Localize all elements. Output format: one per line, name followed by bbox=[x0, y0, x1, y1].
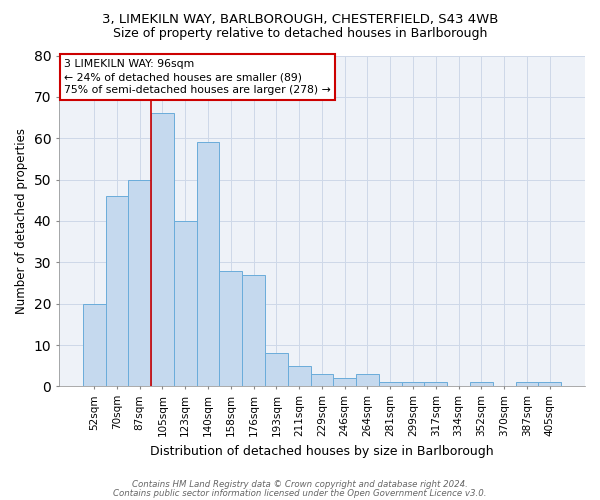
Bar bbox=[174, 221, 197, 386]
Bar bbox=[311, 374, 333, 386]
Bar bbox=[356, 374, 379, 386]
Bar bbox=[197, 142, 220, 386]
Bar bbox=[538, 382, 561, 386]
Text: Contains HM Land Registry data © Crown copyright and database right 2024.: Contains HM Land Registry data © Crown c… bbox=[132, 480, 468, 489]
Bar bbox=[333, 378, 356, 386]
Bar bbox=[401, 382, 424, 386]
Bar bbox=[288, 366, 311, 386]
Bar bbox=[128, 180, 151, 386]
Bar bbox=[265, 354, 288, 386]
Bar bbox=[83, 304, 106, 386]
Bar bbox=[220, 270, 242, 386]
Bar bbox=[379, 382, 401, 386]
Bar bbox=[424, 382, 447, 386]
Text: 3, LIMEKILN WAY, BARLBOROUGH, CHESTERFIELD, S43 4WB: 3, LIMEKILN WAY, BARLBOROUGH, CHESTERFIE… bbox=[102, 12, 498, 26]
Bar bbox=[106, 196, 128, 386]
Bar bbox=[470, 382, 493, 386]
Text: 3 LIMEKILN WAY: 96sqm
← 24% of detached houses are smaller (89)
75% of semi-deta: 3 LIMEKILN WAY: 96sqm ← 24% of detached … bbox=[64, 59, 331, 95]
Text: Contains public sector information licensed under the Open Government Licence v3: Contains public sector information licen… bbox=[113, 489, 487, 498]
Bar bbox=[151, 114, 174, 386]
Bar bbox=[515, 382, 538, 386]
X-axis label: Distribution of detached houses by size in Barlborough: Distribution of detached houses by size … bbox=[150, 444, 494, 458]
Y-axis label: Number of detached properties: Number of detached properties bbox=[15, 128, 28, 314]
Bar bbox=[242, 274, 265, 386]
Text: Size of property relative to detached houses in Barlborough: Size of property relative to detached ho… bbox=[113, 28, 487, 40]
